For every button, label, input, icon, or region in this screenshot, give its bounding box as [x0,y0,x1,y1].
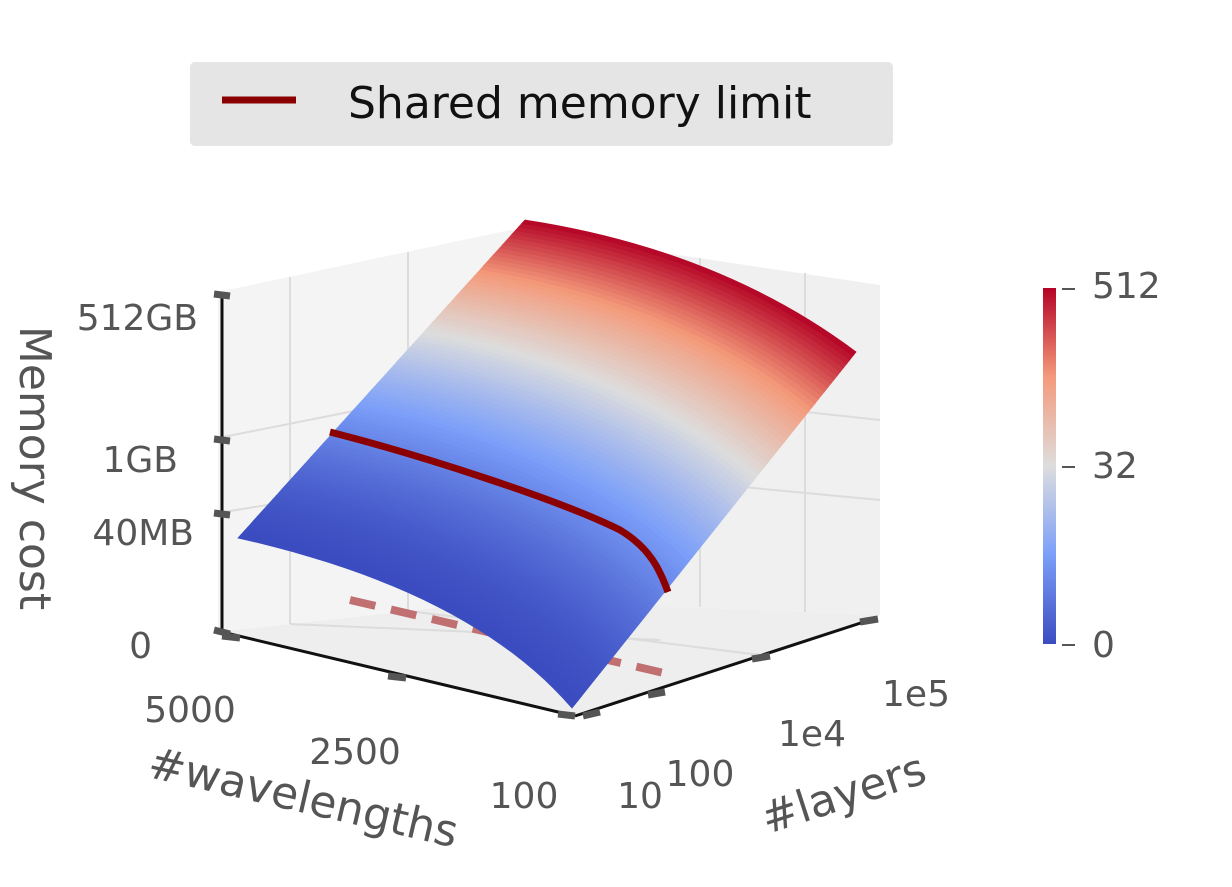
z-axis-label: Memory cost [9,326,60,610]
memory-surface [237,219,857,709]
colorbar: 512 32 0 [1043,266,1161,666]
y-tick-mark [647,688,666,699]
x-tick-label: 100 [490,776,559,817]
x-tick-label: 5000 [144,690,236,731]
y-tick-label: 1e5 [882,674,950,715]
legend-box [190,62,893,146]
y-axis-label: #layers [755,744,933,845]
colorbar-tick-label: 0 [1092,625,1115,666]
colorbar-gradient [1043,288,1056,644]
x-tick-labels: 5000 2500 100 [144,690,558,817]
x-tick-label: 2500 [309,732,401,773]
y-tick-labels: 10 100 1e4 1e5 [617,674,950,817]
z-tick-label: 512GB [77,298,198,339]
surface-strip [521,219,857,357]
colorbar-tick-label: 32 [1092,446,1138,487]
z-tick-label: 40MB [92,513,194,554]
y-tick-label: 10 [617,776,663,817]
colorbar-tick-label: 512 [1092,266,1161,307]
y-tick-label: 1e4 [778,714,846,755]
tick-marks [213,290,879,720]
legend-label: Shared memory limit [348,78,812,129]
legend: Shared memory limit [190,62,893,146]
y-tick-mark [751,652,771,663]
limit-projection-dashed [349,596,669,678]
y-tick-mark [859,615,879,626]
x-tick-mark [221,632,241,642]
y-tick-label: 100 [666,754,735,795]
x-axis-label: #wavelengths [144,737,463,858]
y-axis-line [574,616,877,718]
x-tick-mark [557,710,576,720]
z-tick-mark [213,435,231,445]
z-tick-mark [213,509,231,519]
z-tick-label: 0 [129,626,152,667]
shared-memory-limit-line [329,428,672,594]
z-tick-labels: 512GB 1GB 40MB 0 [77,298,198,667]
x-tick-mark [387,672,407,682]
z-tick-mark [213,290,231,300]
y-tick-mark [582,708,601,720]
z-tick-label: 1GB [103,440,179,481]
